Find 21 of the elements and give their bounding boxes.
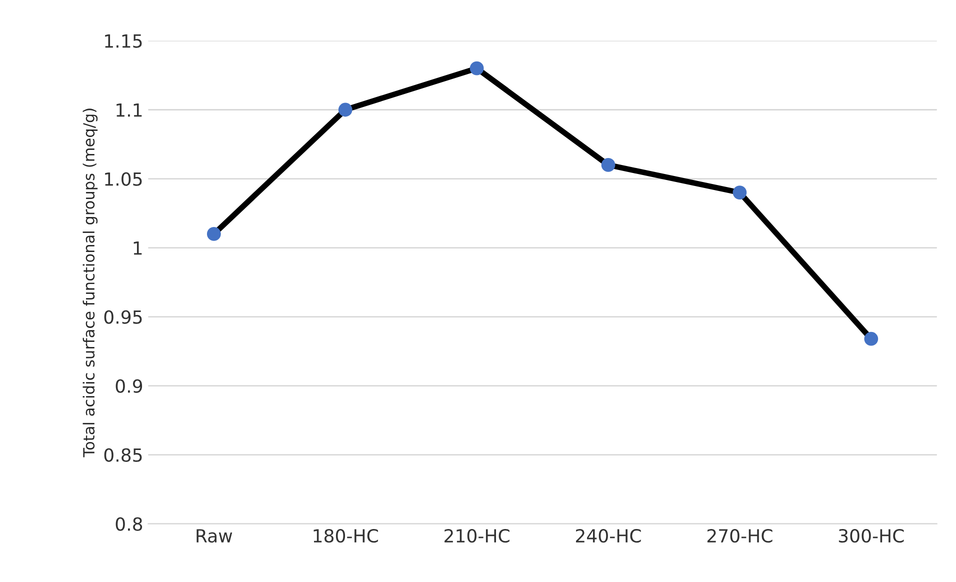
y-tick-label: 0.9 <box>116 379 142 393</box>
y-axis-title: Total acidic surface functional groups (meq/g) <box>82 108 98 458</box>
x-tick-label: Raw <box>196 529 232 543</box>
point <box>864 332 878 346</box>
x-tick-label: 210-HC <box>444 528 510 543</box>
y-tick-label: 1 <box>134 241 142 255</box>
x-tick-label: 270-HC <box>707 528 772 543</box>
y-tick-label: 0.95 <box>104 310 142 324</box>
x-tick-label: 240-HC <box>576 528 641 543</box>
point <box>732 186 747 200</box>
y-tick-label: 0.8 <box>116 517 142 531</box>
x-tick-label: 300-HC <box>838 528 904 543</box>
y-tick-label: 1.15 <box>105 34 142 48</box>
point <box>601 158 616 172</box>
point <box>470 61 484 76</box>
y-tick-label: 1.05 <box>105 172 142 186</box>
point <box>206 227 221 241</box>
x-tick-label: 180-HC <box>314 528 378 543</box>
y-tick-label: 0.85 <box>104 448 142 462</box>
y-tick-label: 1.1 <box>116 103 142 117</box>
point <box>338 102 352 117</box>
